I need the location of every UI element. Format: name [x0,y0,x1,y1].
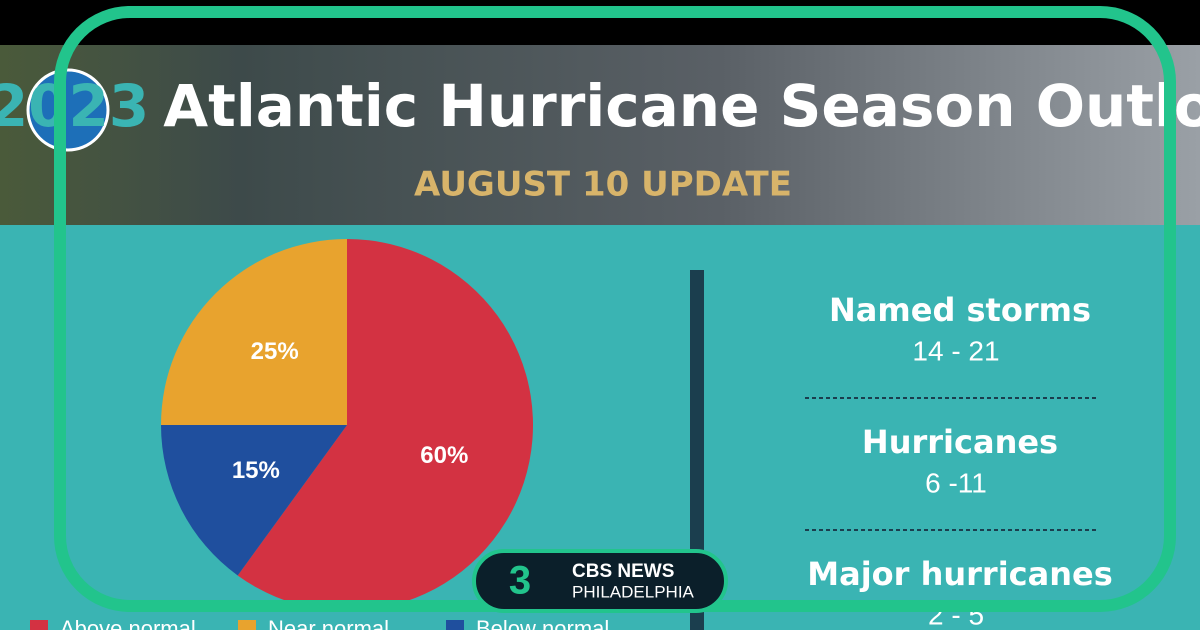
pie-slice [161,239,347,425]
stat-label: Major hurricanes [807,555,1113,593]
logo-city: PHILADELPHIA [572,582,695,601]
divider [690,270,704,630]
satellite-band [0,45,1200,225]
pie: 60% 25% 15% [161,239,533,611]
stat-label: Named storms [829,291,1091,329]
stats: Named storms 14 - 21 Hurricanes 6 -11 Major … [805,291,1113,630]
title-year: 2023 [0,72,149,140]
pie-slice [161,425,347,576]
legend: Above normal Near normal Below normal [30,616,609,630]
legend-swatch [238,620,256,630]
stat-label: Hurricanes [862,423,1058,461]
title: 2023 Atlantic Hurricane Season Outlook [0,72,1200,140]
noaa-logo [26,68,110,152]
logo-brand: CBS NEWS [572,561,674,582]
legend-swatch [446,620,464,630]
subtitle: AUGUST 10 UPDATE [414,165,792,205]
stat-range: 14 - 21 [912,335,999,366]
stat-range: 6 -11 [925,467,987,498]
pie-slice [237,239,533,611]
legend-label: Below normal [476,616,609,630]
legend-label: Near normal [268,616,389,630]
logo-number: 3 [509,559,531,603]
legend-label: Above normal [60,616,196,630]
slice-label: 25% [251,338,299,365]
legend-swatch [30,620,48,630]
slice-label: 15% [232,457,280,484]
logo-badge [472,549,728,613]
slice-label: 60% [420,442,468,469]
title-text: Atlantic Hurricane Season Outlook [163,72,1200,140]
